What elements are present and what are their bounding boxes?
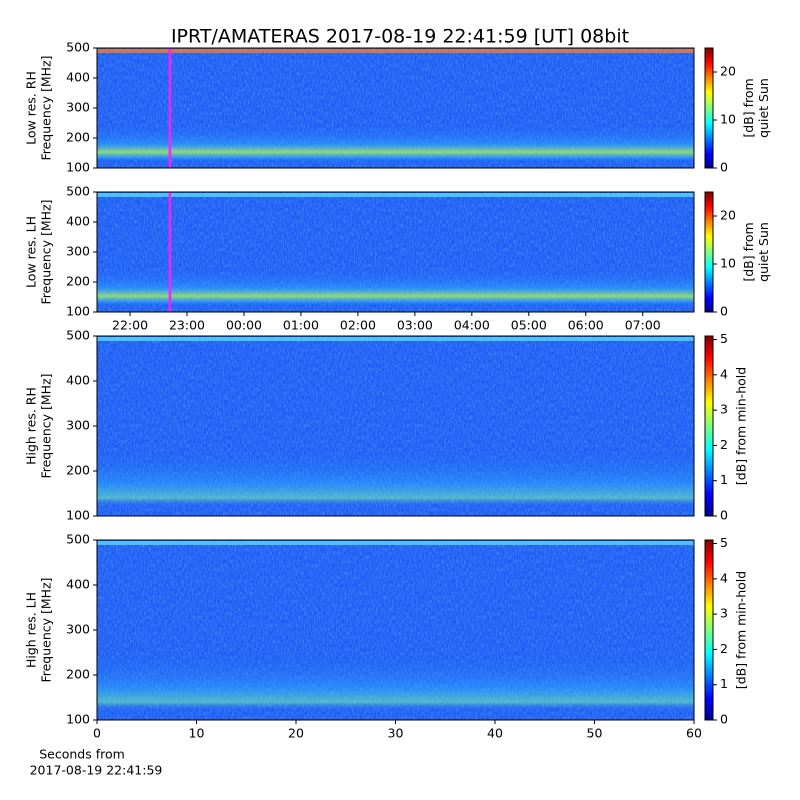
x-tick-label: 10 [189, 726, 205, 741]
colorbar-tick-label: 5 [720, 535, 728, 550]
spectrogram-band [97, 651, 694, 711]
x-tick-label: 01:00 [283, 318, 319, 333]
colorbar [704, 539, 714, 721]
x-axis-label: Seconds from [39, 747, 125, 762]
y-tick-label: 300 [66, 622, 90, 637]
x-tick-label: 03:00 [397, 318, 433, 333]
colorbar-tick-label: 0 [720, 508, 728, 523]
y-tick-label: 300 [66, 418, 90, 433]
colorbar [704, 47, 714, 169]
y-tick-label: 500 [66, 184, 90, 199]
y-tick-label: 400 [66, 70, 90, 85]
spectrogram-top-band [97, 49, 694, 53]
x-tick-label: 05:00 [511, 318, 547, 333]
colorbar [704, 335, 714, 517]
x-tick-label: 07:00 [625, 318, 661, 333]
y-tick-label: 400 [66, 373, 90, 388]
spectrogram-top-band [97, 337, 694, 341]
y-tick-label: 400 [66, 577, 90, 592]
colorbar-tick-label: 4 [720, 570, 728, 585]
spectrogram-top-band [97, 193, 694, 197]
colorbar-tick-label: 0 [720, 304, 728, 319]
y-tick-label: 100 [66, 160, 90, 175]
y-tick-label: 400 [66, 214, 90, 229]
x-tick-label: 30 [388, 726, 404, 741]
colorbar-tick-label: 20 [720, 64, 736, 79]
y-axis-label: Frequency [MHz] [39, 55, 54, 160]
y-tick-label: 500 [66, 328, 90, 343]
y-axis-label: Low res. LH [24, 216, 39, 288]
y-tick-label: 200 [66, 274, 90, 289]
y-tick-label: 100 [66, 304, 90, 319]
y-axis-label: Frequency [MHz] [39, 577, 54, 682]
colorbar-tick-label: 0 [720, 160, 728, 175]
colorbar-tick-label: 1 [720, 676, 728, 691]
spectrogram-band [97, 447, 694, 507]
x-tick-label: 02:00 [340, 318, 376, 333]
x-tick-label: 50 [587, 726, 603, 741]
colorbar-tick-label: 10 [720, 256, 736, 271]
y-tick-label: 100 [66, 712, 90, 727]
spectrogram-band [97, 266, 694, 306]
colorbar-label: [dB] from [741, 78, 756, 137]
x-axis-label: 2017-08-19 22:41:59 [30, 763, 163, 778]
x-tick-label: 06:00 [568, 318, 604, 333]
y-tick-label: 200 [66, 463, 90, 478]
colorbar-label: [dB] from min-hold [734, 367, 749, 485]
y-axis-label: Frequency [MHz] [39, 373, 54, 478]
x-tick-label: 22:00 [112, 318, 148, 333]
colorbar-label: quiet Sun [756, 78, 771, 138]
y-axis-label: High res. RH [24, 387, 39, 465]
x-tick-label: 04:00 [454, 318, 490, 333]
x-tick-label: 0 [93, 726, 101, 741]
y-axis-label: Low res. RH [24, 71, 39, 145]
colorbar-tick-label: 1 [720, 472, 728, 487]
colorbar-tick-label: 4 [720, 366, 728, 381]
x-tick-label: 00:00 [226, 318, 262, 333]
colorbar [704, 191, 714, 313]
x-tick-label: 20 [288, 726, 304, 741]
spectrogram-top-band [97, 541, 694, 545]
colorbar-tick-label: 2 [720, 437, 728, 452]
y-tick-label: 500 [66, 40, 90, 55]
spectrogram-band [97, 122, 694, 162]
colorbar-tick-label: 2 [720, 641, 728, 656]
colorbar-tick-label: 3 [720, 402, 728, 417]
y-tick-label: 500 [66, 532, 90, 547]
colorbar-tick-label: 3 [720, 606, 728, 621]
x-tick-label: 40 [487, 726, 503, 741]
colorbar-tick-label: 10 [720, 112, 736, 127]
y-axis-label: High res. LH [24, 592, 39, 668]
y-tick-label: 300 [66, 244, 90, 259]
figure-title: IPRT/AMATERAS 2017-08-19 22:41:59 [UT] 0… [171, 26, 629, 48]
y-tick-label: 100 [66, 508, 90, 523]
x-tick-label: 23:00 [169, 318, 205, 333]
colorbar-tick-label: 0 [720, 712, 728, 727]
y-tick-label: 200 [66, 667, 90, 682]
colorbar-label: [dB] from min-hold [734, 571, 749, 689]
y-axis-label: Frequency [MHz] [39, 199, 54, 304]
colorbar-tick-label: 5 [720, 331, 728, 346]
y-tick-label: 200 [66, 130, 90, 145]
y-tick-label: 300 [66, 100, 90, 115]
colorbar-label: quiet Sun [756, 222, 771, 282]
colorbar-tick-label: 20 [720, 208, 736, 223]
x-tick-label: 60 [686, 726, 702, 741]
colorbar-label: [dB] from [741, 222, 756, 281]
